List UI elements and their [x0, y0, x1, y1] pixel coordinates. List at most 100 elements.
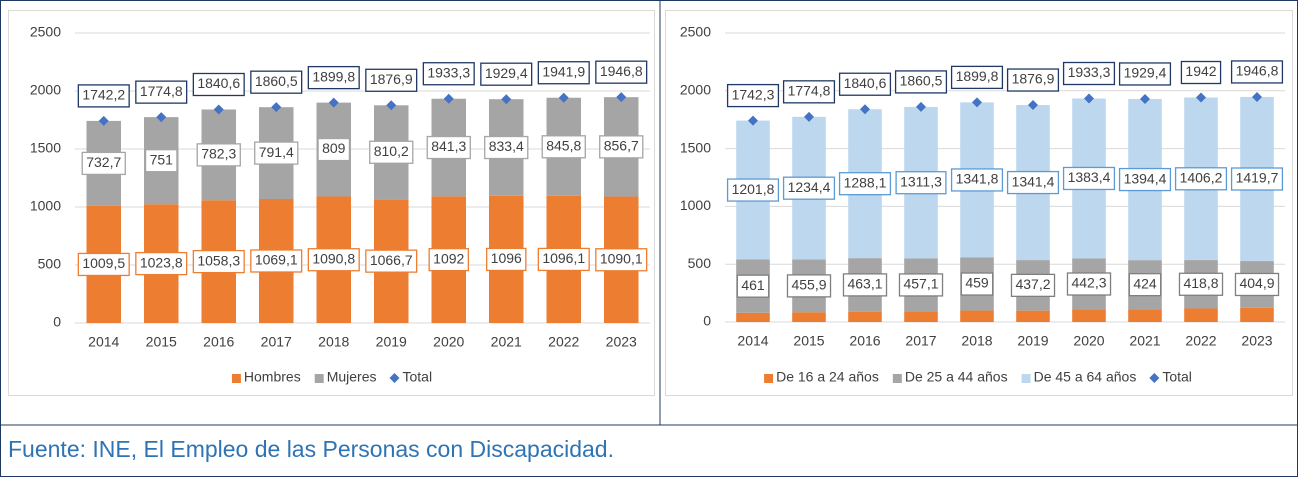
y-tick-label: 2500	[680, 24, 711, 40]
data-label: 1058,3	[192, 249, 245, 274]
data-label-text: 404,9	[1239, 275, 1274, 291]
data-label-box	[595, 248, 648, 272]
data-label-box	[537, 247, 590, 272]
legend-label: De 25 a 44 años	[905, 369, 1008, 385]
bar-segment	[1184, 308, 1218, 322]
data-label-text: 1942	[1185, 63, 1216, 79]
data-label-text: 418,8	[1183, 275, 1218, 291]
data-label-text: 751	[150, 151, 174, 167]
data-label-text: 809	[322, 140, 346, 156]
data-label-text: 1899,8	[956, 68, 999, 84]
data-label: 1096,1	[537, 247, 590, 272]
data-label-text: 457,1	[903, 276, 938, 292]
data-label-box	[898, 273, 944, 297]
total-marker	[1252, 91, 1262, 102]
data-label-text: 1341,4	[1012, 173, 1055, 189]
data-label: 1860,5	[894, 70, 948, 94]
total-marker	[328, 97, 339, 108]
total-marker	[156, 112, 167, 123]
data-label: 751	[144, 149, 178, 173]
data-label: 404,9	[1234, 272, 1280, 297]
bar-segment	[960, 310, 994, 322]
data-label-box	[838, 172, 892, 196]
data-label-box	[599, 135, 644, 159]
data-label: 1860,5	[250, 70, 303, 94]
legend-marker	[389, 373, 400, 383]
data-label: 845,8	[541, 135, 586, 159]
data-label-box	[1234, 272, 1280, 297]
data-label-box	[77, 84, 130, 108]
legend-label: De 16 a 24 años	[776, 369, 879, 385]
data-label-text: 1774,8	[788, 83, 831, 99]
data-label-box	[192, 72, 245, 97]
data-label-text: 1774,8	[140, 83, 183, 99]
data-label-box	[81, 151, 126, 176]
data-label-text: 1096,1	[542, 250, 585, 266]
data-label: 1899,8	[950, 65, 1004, 90]
data-label: 856,7	[599, 135, 644, 159]
data-label-text: 791,4	[259, 144, 294, 160]
bar-segment	[904, 311, 938, 322]
data-label: 841,3	[426, 135, 471, 160]
legend-label: Total	[403, 369, 433, 385]
data-label: 782,3	[196, 143, 241, 167]
total-marker	[972, 97, 982, 108]
data-label-box	[782, 80, 836, 104]
data-label-box	[486, 247, 527, 272]
data-label-text: 1929,4	[1124, 65, 1167, 81]
data-label-box	[1010, 273, 1056, 298]
data-label-text: 1406,2	[1180, 169, 1223, 185]
x-tick-label: 2022	[1185, 333, 1216, 349]
data-label-box	[1118, 167, 1172, 192]
data-label: 457,1	[898, 273, 944, 297]
x-tick-label: 2015	[793, 333, 824, 349]
data-label-text: 1742,2	[82, 87, 125, 103]
data-label: 1942	[1180, 60, 1222, 85]
data-label-box	[1230, 167, 1284, 191]
legend-label: Total	[1162, 369, 1192, 385]
total-marker	[271, 102, 282, 113]
data-label-box	[307, 248, 360, 272]
data-label-text: 1069,1	[255, 252, 298, 268]
data-label-box	[782, 176, 836, 200]
data-label-text: 1876,9	[1012, 71, 1055, 87]
chart-frame	[8, 10, 655, 396]
legend-swatch	[764, 374, 774, 383]
total-marker	[386, 100, 397, 111]
data-label-box	[422, 62, 475, 86]
data-label-box	[426, 135, 471, 160]
data-label-box	[135, 80, 188, 104]
x-tick-label: 2015	[146, 334, 177, 350]
data-label: 437,2	[1010, 273, 1056, 298]
x-tick-label: 2019	[1017, 333, 1048, 349]
data-label-text: 424	[1133, 275, 1157, 291]
data-label: 1092	[428, 248, 469, 272]
data-label-text: 1860,5	[900, 73, 943, 89]
total-marker	[213, 104, 224, 115]
data-label-text: 1234,4	[788, 179, 831, 195]
data-label-box	[842, 273, 888, 297]
total-marker	[860, 104, 870, 115]
data-label-text: 1941,9	[542, 63, 585, 79]
data-label-box	[1180, 60, 1222, 85]
y-tick-label: 1000	[30, 198, 61, 214]
data-label: 461	[736, 274, 770, 298]
total-marker	[1196, 92, 1206, 103]
y-tick-label: 500	[688, 255, 712, 271]
data-label: 1941,9	[537, 61, 590, 85]
data-label: 1840,6	[192, 72, 245, 97]
data-label: 791,4	[254, 141, 299, 165]
data-label-box	[895, 171, 947, 195]
data-label-box	[726, 178, 780, 202]
data-label: 1341,8	[950, 168, 1004, 192]
data-label: 1009,5	[77, 252, 130, 277]
data-label: 732,7	[81, 151, 126, 176]
x-tick-label: 2018	[961, 333, 992, 349]
x-tick-label: 2020	[433, 334, 464, 350]
data-label-text: 856,7	[604, 138, 639, 154]
data-label: 1096	[486, 247, 527, 272]
data-label: 1774,8	[135, 80, 188, 104]
data-label-text: 841,3	[431, 138, 466, 154]
